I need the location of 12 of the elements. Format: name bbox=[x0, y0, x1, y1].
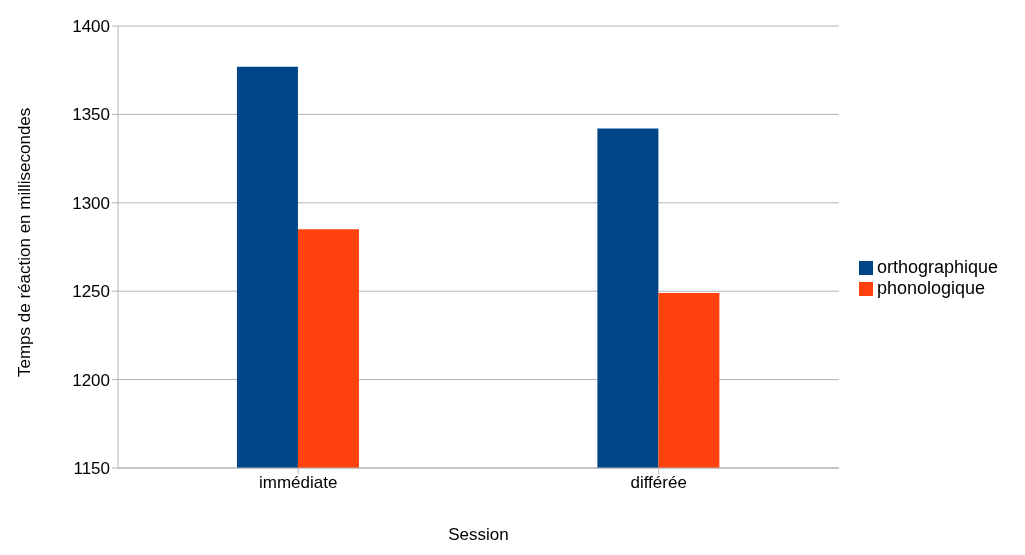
y-tick-label: 1400 bbox=[72, 17, 110, 37]
legend-label: orthographique bbox=[876, 257, 998, 277]
y-tick-label: 1200 bbox=[72, 370, 110, 390]
y-tick-label: 1250 bbox=[72, 282, 110, 302]
y-tick-label: 1150 bbox=[73, 459, 110, 479]
x-tick-label: immédiate bbox=[259, 473, 338, 493]
legend-label: phonologique bbox=[876, 278, 985, 298]
y-tick-label: 1350 bbox=[72, 105, 110, 125]
y-axis-title: Temps de réaction en millisecondes bbox=[15, 107, 35, 377]
x-axis-title: Session bbox=[448, 525, 509, 544]
x-tick-label: différée bbox=[630, 473, 687, 493]
y-tick-label: 1300 bbox=[72, 193, 110, 213]
